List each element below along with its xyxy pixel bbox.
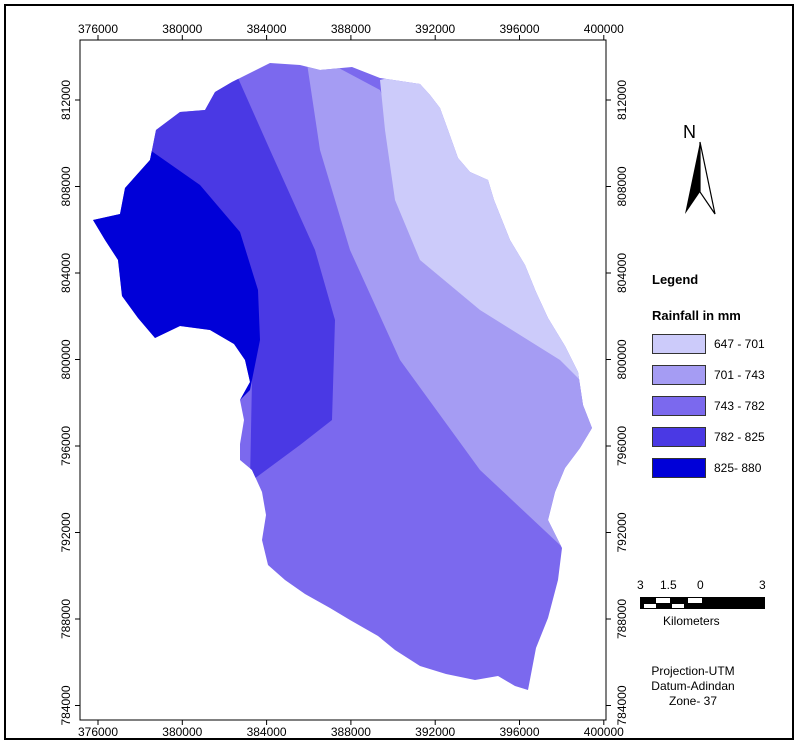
projection-line: Projection-UTM (651, 664, 735, 678)
y-tick-label: 800000 (59, 339, 73, 379)
north-arrow-icon (685, 141, 716, 215)
legend-label: 825- 880 (714, 461, 762, 475)
legend-item: 701 - 743 (652, 365, 772, 387)
y-tick-label: 792000 (59, 512, 73, 552)
x-tick-label: 392000 (415, 725, 455, 739)
x-tick-label: 384000 (247, 22, 287, 36)
legend-label: 743 - 782 (714, 399, 765, 413)
legend-subtitle: Rainfall in mm (652, 308, 741, 323)
x-tick-label: 396000 (499, 22, 539, 36)
projection-info: Projection-UTM Datum-Adindan Zone- 37 (650, 664, 736, 709)
y-tick-label: 784000 (615, 685, 629, 725)
y-tick-label: 804000 (59, 253, 73, 293)
scale-units: Kilometers (663, 614, 720, 628)
legend-swatch (652, 334, 706, 354)
zone-647-701 (380, 63, 592, 400)
legend-swatch (652, 365, 706, 385)
legend-label: 701 - 743 (714, 368, 765, 382)
y-tick-label: 796000 (615, 426, 629, 466)
y-tick-label: 800000 (615, 339, 629, 379)
x-tick-label: 380000 (162, 725, 202, 739)
zone-701-743 (305, 63, 592, 545)
x-tick-label: 392000 (415, 22, 455, 36)
legend-label: 647 - 701 (714, 337, 765, 351)
scale-bar (640, 597, 765, 609)
x-tick-label: 376000 (78, 22, 118, 36)
scale-tick-2: 0 (697, 578, 704, 592)
x-tick-label: 388000 (331, 725, 371, 739)
x-tick-label: 388000 (331, 22, 371, 36)
datum-line: Datum-Adindan (651, 679, 735, 693)
legend-swatch (652, 396, 706, 416)
y-tick-label: 796000 (59, 426, 73, 466)
x-tick-label: 396000 (499, 725, 539, 739)
tick-labels: 376000 376000 380000 380000 384000 384000 3880… (59, 22, 629, 739)
y-tick-label: 808000 (615, 166, 629, 206)
legend-swatch (652, 458, 706, 478)
legend-item: 782 - 825 (652, 427, 772, 449)
y-tick-label: 812000 (59, 80, 73, 120)
tick-marks (75, 35, 611, 725)
legend-item: 825- 880 (652, 458, 772, 480)
scale-tick-3: 3 (759, 578, 766, 592)
zone-line: Zone- 37 (668, 694, 718, 708)
y-tick-label: 804000 (615, 253, 629, 293)
x-tick-label: 400000 (584, 22, 624, 36)
scale-tick-0: 3 (637, 578, 644, 592)
scale-tick-1: 1.5 (660, 578, 677, 592)
y-tick-label: 788000 (615, 599, 629, 639)
y-tick-label: 812000 (615, 80, 629, 120)
legend-item: 743 - 782 (652, 396, 772, 418)
map-frame (4, 4, 794, 740)
y-tick-label: 784000 (59, 685, 73, 725)
legend-item: 647 - 701 (652, 334, 772, 356)
y-tick-label: 792000 (615, 512, 629, 552)
x-tick-label: 376000 (78, 725, 118, 739)
x-tick-label: 400000 (584, 725, 624, 739)
rainfall-zones (93, 63, 592, 690)
neatline (79, 39, 607, 721)
y-tick-label: 788000 (59, 599, 73, 639)
legend-title: Legend (652, 272, 699, 287)
x-tick-label: 380000 (162, 22, 202, 36)
legend-label: 782 - 825 (714, 430, 765, 444)
x-tick-label: 384000 (247, 725, 287, 739)
y-tick-label: 808000 (59, 166, 73, 206)
legend-swatch (652, 427, 706, 447)
north-label: N (683, 122, 696, 142)
